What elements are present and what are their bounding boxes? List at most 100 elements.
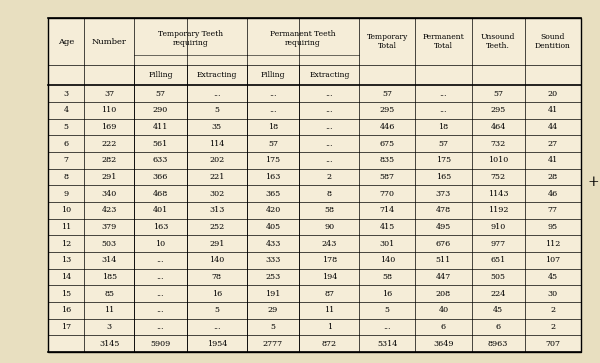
Text: 18: 18 xyxy=(439,123,449,131)
Text: 676: 676 xyxy=(436,240,451,248)
Text: 1: 1 xyxy=(327,323,332,331)
Text: 2: 2 xyxy=(327,173,332,181)
Text: 5: 5 xyxy=(385,306,390,314)
Text: 16: 16 xyxy=(212,290,222,298)
Text: 222: 222 xyxy=(101,140,117,148)
Text: 17: 17 xyxy=(61,323,71,331)
Text: 561: 561 xyxy=(153,140,168,148)
Text: 78: 78 xyxy=(212,273,222,281)
Text: 2: 2 xyxy=(550,323,555,331)
Text: 41: 41 xyxy=(548,106,558,114)
Text: 1954: 1954 xyxy=(206,340,227,348)
Text: 10: 10 xyxy=(61,207,71,215)
Text: 379: 379 xyxy=(101,223,117,231)
Text: ...: ... xyxy=(157,256,164,264)
Text: 163: 163 xyxy=(153,223,168,231)
Text: 95: 95 xyxy=(548,223,558,231)
Text: 107: 107 xyxy=(545,256,560,264)
Text: 110: 110 xyxy=(101,106,117,114)
Text: 140: 140 xyxy=(380,256,395,264)
Text: 7: 7 xyxy=(64,156,68,164)
Text: 85: 85 xyxy=(104,290,114,298)
Text: 163: 163 xyxy=(265,173,281,181)
Text: 16: 16 xyxy=(382,290,392,298)
Text: 44: 44 xyxy=(548,123,558,131)
Text: 651: 651 xyxy=(490,256,506,264)
Text: ...: ... xyxy=(157,290,164,298)
Text: ...: ... xyxy=(326,90,333,98)
Text: 253: 253 xyxy=(265,273,281,281)
Text: 411: 411 xyxy=(153,123,168,131)
Text: 433: 433 xyxy=(265,240,281,248)
Text: 295: 295 xyxy=(490,106,506,114)
Text: 90: 90 xyxy=(324,223,334,231)
Text: ...: ... xyxy=(213,90,220,98)
Text: 208: 208 xyxy=(436,290,451,298)
Text: 5: 5 xyxy=(214,106,219,114)
Text: 2: 2 xyxy=(550,306,555,314)
Text: 8: 8 xyxy=(64,173,68,181)
Text: 405: 405 xyxy=(265,223,281,231)
Text: 302: 302 xyxy=(209,190,224,198)
Text: 169: 169 xyxy=(101,123,117,131)
Text: 6: 6 xyxy=(496,323,500,331)
Text: Permanent
Total: Permanent Total xyxy=(422,33,464,50)
Text: 714: 714 xyxy=(380,207,395,215)
Text: 447: 447 xyxy=(436,273,451,281)
Text: 633: 633 xyxy=(153,156,168,164)
Text: 770: 770 xyxy=(380,190,395,198)
Text: ...: ... xyxy=(383,323,391,331)
Text: 15: 15 xyxy=(61,290,71,298)
Text: 415: 415 xyxy=(380,223,395,231)
Text: ...: ... xyxy=(326,106,333,114)
Text: 977: 977 xyxy=(491,240,506,248)
Text: 910: 910 xyxy=(490,223,506,231)
Text: 112: 112 xyxy=(545,240,560,248)
Text: Sound
Dentition: Sound Dentition xyxy=(535,33,571,50)
Text: 16: 16 xyxy=(61,306,71,314)
Text: 87: 87 xyxy=(324,290,334,298)
Text: 13: 13 xyxy=(61,256,71,264)
Text: ...: ... xyxy=(269,106,277,114)
Text: 11: 11 xyxy=(324,306,334,314)
Text: Extracting: Extracting xyxy=(309,71,349,79)
Text: ...: ... xyxy=(157,273,164,281)
Text: 365: 365 xyxy=(265,190,281,198)
Text: 5: 5 xyxy=(214,306,219,314)
Text: 5909: 5909 xyxy=(151,340,170,348)
Text: ...: ... xyxy=(326,123,333,131)
Text: 366: 366 xyxy=(153,173,168,181)
Text: 58: 58 xyxy=(324,207,334,215)
Text: 5: 5 xyxy=(64,123,68,131)
Text: 707: 707 xyxy=(545,340,560,348)
Text: 301: 301 xyxy=(380,240,395,248)
Text: 27: 27 xyxy=(548,140,558,148)
Text: 373: 373 xyxy=(436,190,451,198)
Text: 6: 6 xyxy=(441,323,446,331)
Text: 35: 35 xyxy=(212,123,222,131)
Text: 11: 11 xyxy=(104,306,114,314)
Text: 77: 77 xyxy=(548,207,558,215)
Text: 420: 420 xyxy=(265,207,281,215)
Text: 291: 291 xyxy=(209,240,224,248)
Text: 40: 40 xyxy=(439,306,449,314)
Text: 5314: 5314 xyxy=(377,340,397,348)
Text: 57: 57 xyxy=(439,140,448,148)
Text: 114: 114 xyxy=(209,140,224,148)
Text: 872: 872 xyxy=(322,340,337,348)
Text: 175: 175 xyxy=(265,156,281,164)
Text: 57: 57 xyxy=(155,90,166,98)
Text: 10: 10 xyxy=(155,240,166,248)
Text: 503: 503 xyxy=(101,240,117,248)
Text: 46: 46 xyxy=(548,190,558,198)
Text: 58: 58 xyxy=(382,273,392,281)
Text: 313: 313 xyxy=(209,207,224,215)
Text: ...: ... xyxy=(440,106,447,114)
Text: 57: 57 xyxy=(382,90,392,98)
Text: 752: 752 xyxy=(491,173,506,181)
Text: Temporary Teeth
requiring: Temporary Teeth requiring xyxy=(158,29,223,47)
Text: 18: 18 xyxy=(268,123,278,131)
Text: 511: 511 xyxy=(436,256,451,264)
Text: 295: 295 xyxy=(380,106,395,114)
Text: Filling: Filling xyxy=(148,71,173,79)
